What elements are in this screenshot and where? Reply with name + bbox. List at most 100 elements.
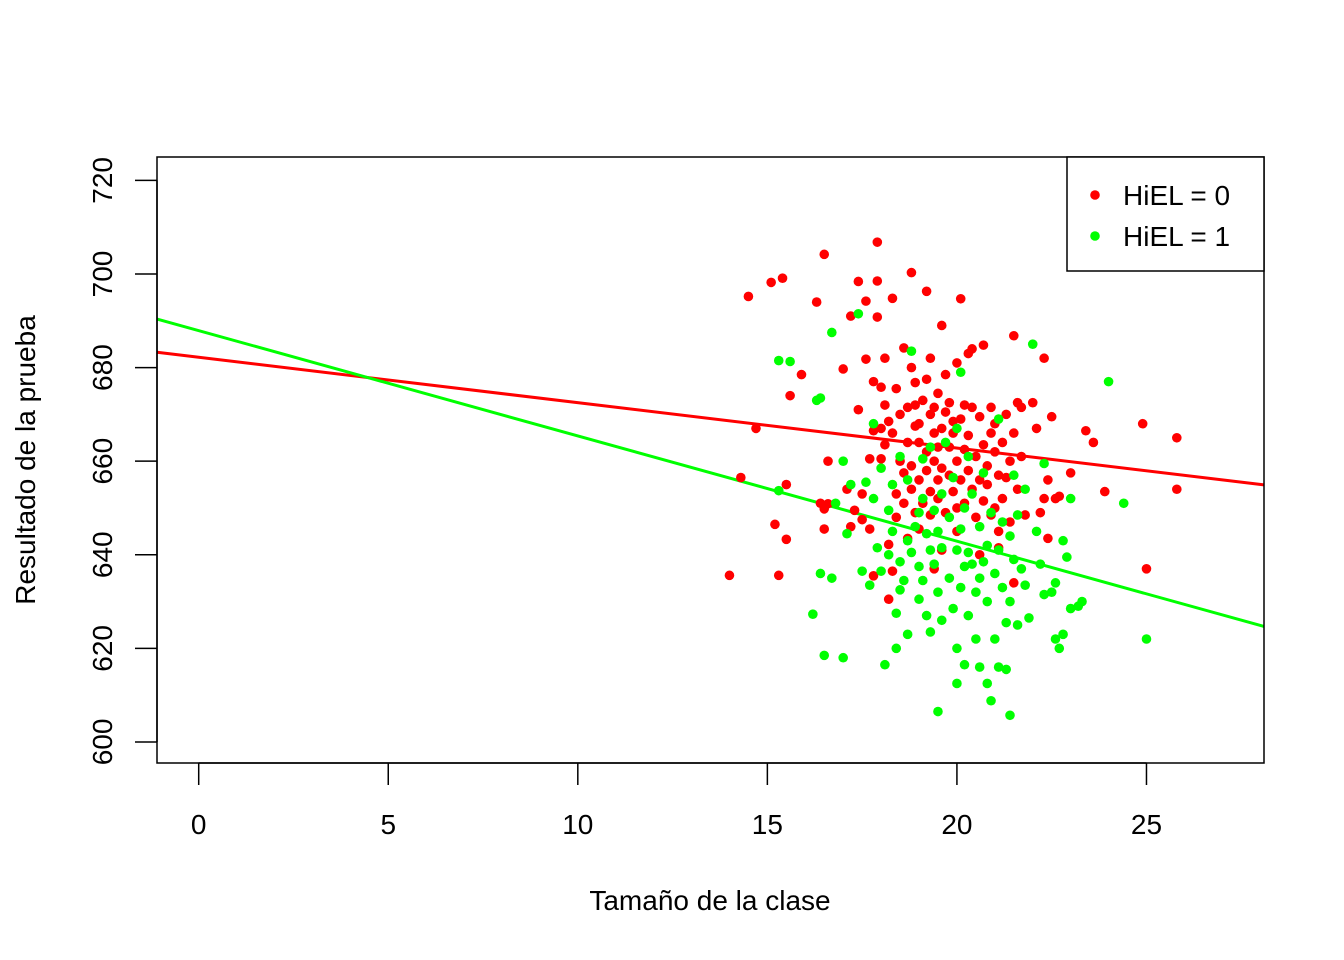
data-point [766, 277, 776, 288]
data-point [1020, 510, 1030, 520]
data-point [967, 402, 977, 413]
data-point [940, 437, 951, 448]
data-point [777, 273, 788, 284]
data-point [1039, 458, 1049, 469]
data-point [1008, 428, 1019, 438]
data-point [1005, 517, 1015, 527]
data-point [986, 428, 996, 438]
data-point [823, 498, 833, 509]
data-point [849, 505, 860, 516]
y-tick-label: 720 [87, 157, 118, 204]
data-point [781, 534, 792, 545]
data-point [891, 383, 902, 394]
data-point [997, 437, 1008, 448]
data-point [1118, 498, 1129, 509]
data-point [785, 390, 795, 401]
data-point [872, 237, 883, 247]
data-point [891, 489, 902, 499]
y-axis-label: Resultado de la prueba [10, 315, 41, 605]
data-point [811, 297, 822, 307]
data-point [815, 568, 826, 579]
data-point [876, 463, 886, 473]
x-tick-label: 20 [941, 809, 972, 840]
data-point [876, 382, 886, 393]
data-point [948, 472, 958, 483]
data-point [929, 559, 939, 569]
data-point [933, 388, 943, 399]
data-point [902, 402, 913, 413]
data-point [845, 479, 856, 490]
data-point [880, 400, 890, 410]
data-point [868, 425, 879, 436]
data-point [773, 355, 784, 366]
data-point [1046, 411, 1057, 422]
data-point [925, 442, 936, 452]
data-point [1039, 353, 1049, 364]
data-point [936, 463, 947, 473]
data-point [1050, 634, 1061, 644]
data-point [959, 400, 970, 410]
data-point [872, 276, 883, 286]
data-point [1054, 643, 1065, 654]
data-point [990, 447, 1000, 457]
data-point [918, 454, 928, 464]
data-point [914, 507, 924, 518]
data-point [1001, 664, 1012, 675]
data-point [823, 456, 833, 466]
data-point [1005, 710, 1015, 721]
data-point [819, 524, 830, 534]
data-point [724, 570, 735, 581]
data-point [864, 454, 875, 464]
data-point [910, 400, 921, 410]
data-point [1039, 493, 1049, 504]
data-point [925, 353, 936, 364]
data-point [963, 430, 974, 441]
data-point [1008, 330, 1019, 341]
data-point [914, 418, 924, 429]
data-point [880, 353, 890, 364]
data-point [902, 475, 913, 485]
data-point [906, 547, 917, 558]
data-point [963, 547, 974, 558]
data-point [887, 428, 898, 438]
data-point [963, 451, 974, 462]
data-point [899, 468, 909, 478]
data-point [974, 475, 985, 485]
data-point [952, 678, 962, 689]
data-point [1020, 580, 1030, 590]
data-point [978, 556, 989, 567]
data-point [1035, 507, 1046, 518]
data-point [936, 542, 947, 553]
data-point [876, 454, 886, 464]
data-point [906, 267, 917, 278]
data-point [770, 519, 780, 530]
data-point [883, 539, 894, 550]
legend-box [1066, 156, 1265, 272]
data-point [918, 493, 928, 504]
data-point [1046, 587, 1057, 597]
data-point [993, 414, 1004, 424]
data-point [883, 416, 894, 427]
regression-line-series-1 [156, 317, 1265, 628]
data-point [948, 416, 958, 427]
data-point [933, 442, 943, 452]
data-point [971, 512, 981, 523]
data-point [978, 468, 989, 478]
data-point [959, 503, 970, 513]
data-point [963, 465, 974, 476]
data-point [952, 358, 962, 368]
data-point [921, 374, 932, 385]
data-point [948, 603, 958, 614]
data-point [1039, 589, 1049, 600]
data-point [993, 662, 1004, 672]
data-point [1172, 432, 1182, 443]
y-tick-label: 660 [87, 438, 118, 485]
data-point [796, 369, 807, 380]
data-point [1054, 491, 1065, 502]
data-point [936, 615, 947, 626]
data-point [910, 521, 921, 532]
data-point [982, 678, 993, 689]
data-point [955, 414, 966, 424]
data-point [955, 582, 966, 593]
